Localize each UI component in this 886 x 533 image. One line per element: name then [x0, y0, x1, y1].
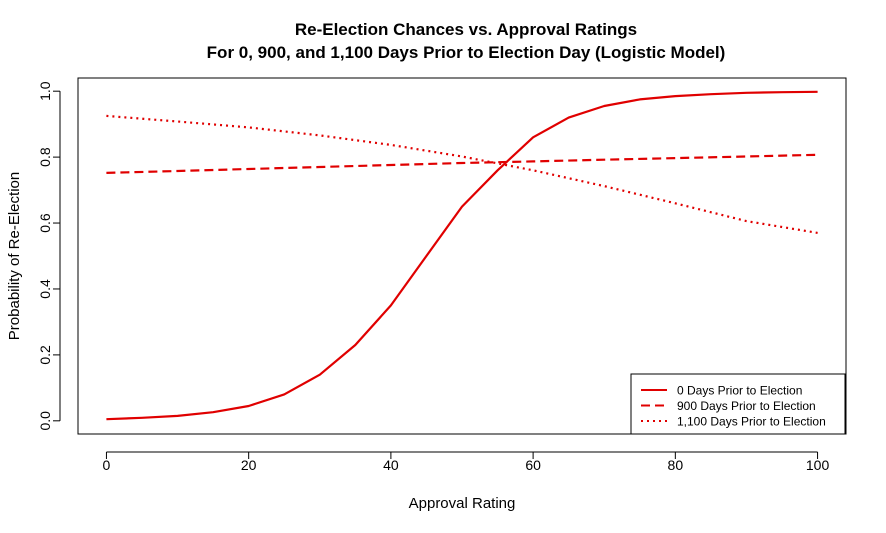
y-axis-label: Probability of Re-Election: [6, 172, 23, 340]
series-layer: [106, 90, 818, 421]
series-line-solid: [106, 90, 818, 421]
x-tick-label: 0: [103, 457, 111, 473]
x-axis-label: Approval Rating: [409, 495, 516, 512]
series-line-dashed: [106, 153, 818, 174]
x-axis: 0 20 40 60 80 100: [103, 451, 830, 473]
y-tick-label: 0.4: [37, 279, 53, 299]
plot-area-frame: [77, 77, 847, 435]
legend-label: 1,100 Days Prior to Election: [677, 415, 826, 429]
legend-label: 900 Days Prior to Election: [677, 399, 816, 413]
y-tick-label: 0.0: [37, 411, 53, 431]
x-tick-label: 20: [241, 457, 257, 473]
legend-box: [630, 373, 846, 435]
legend-label: 0 Days Prior to Election: [677, 384, 802, 398]
x-tick-label: 80: [668, 457, 684, 473]
series-line-dotted: [106, 114, 818, 234]
y-tick-label: 0.8: [37, 147, 53, 167]
x-tick-label: 100: [806, 457, 830, 473]
chart-subtitle: For 0, 900, and 1,100 Days Prior to Elec…: [207, 43, 726, 62]
x-tick-label: 40: [383, 457, 399, 473]
y-tick-label: 0.6: [37, 213, 53, 233]
x-tick-label: 60: [525, 457, 541, 473]
y-tick-label: 0.2: [37, 345, 53, 365]
y-axis: 0.0 0.2 0.4 0.6 0.8 1.0: [37, 81, 61, 431]
chart-title: Re-Election Chances vs. Approval Ratings: [295, 20, 637, 39]
y-tick-label: 1.0: [37, 81, 53, 101]
